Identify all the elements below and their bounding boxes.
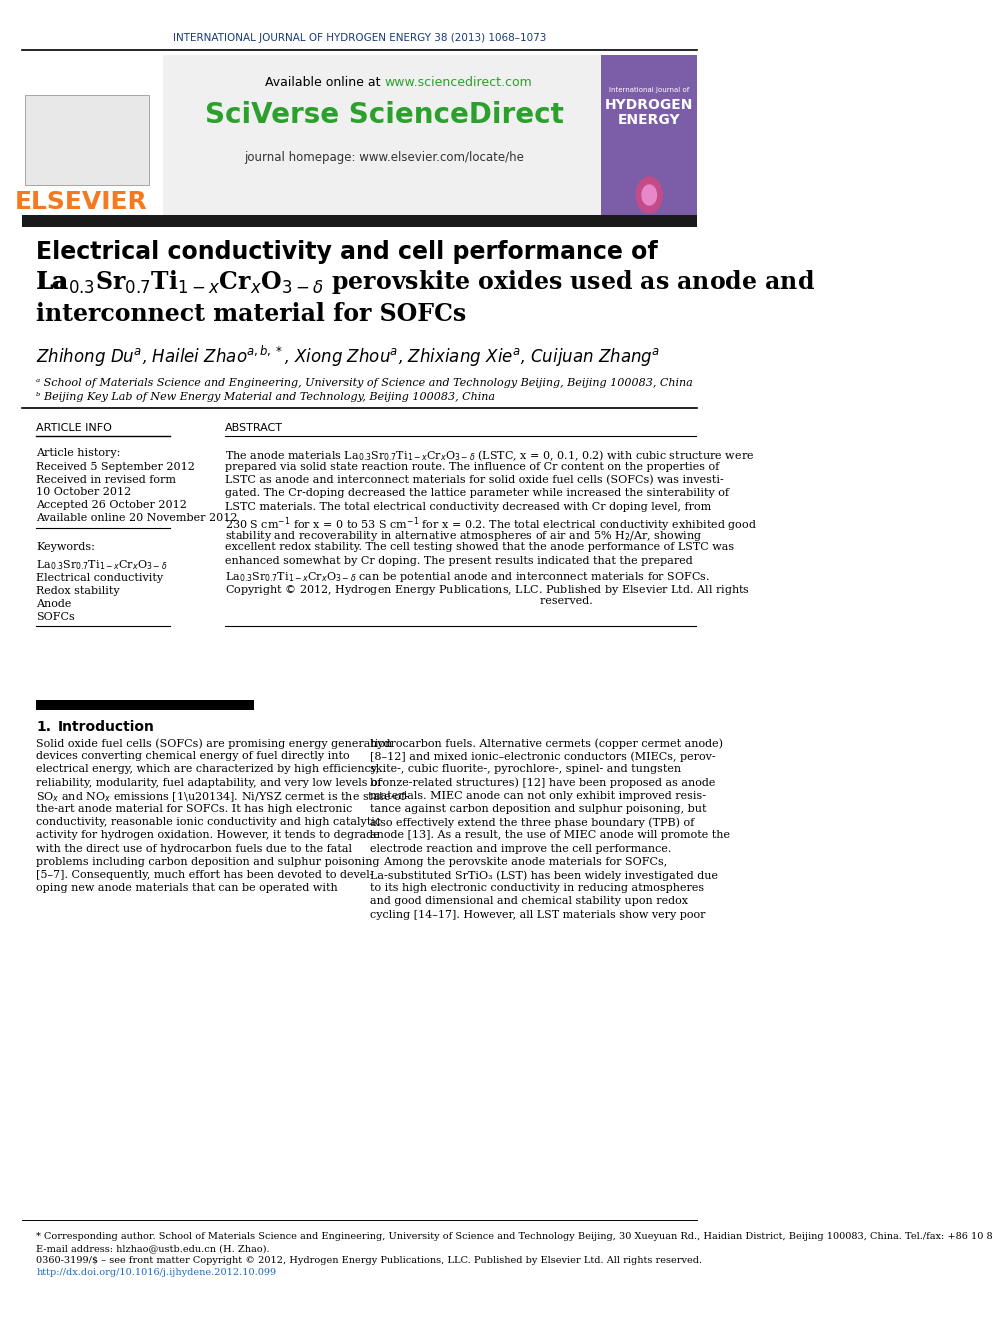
- Text: [5–7]. Consequently, much effort has been devoted to devel-: [5–7]. Consequently, much effort has bee…: [37, 871, 374, 880]
- Text: Available online 20 November 2012: Available online 20 November 2012: [37, 513, 238, 523]
- Text: interconnect material for SOFCs: interconnect material for SOFCs: [37, 302, 466, 325]
- Text: reserved.: reserved.: [224, 597, 592, 606]
- Text: Accepted 26 October 2012: Accepted 26 October 2012: [37, 500, 187, 509]
- Text: Anode: Anode: [37, 599, 71, 609]
- FancyBboxPatch shape: [37, 700, 254, 710]
- Text: 0360-3199/$ – see front matter Copyright © 2012, Hydrogen Energy Publications, L: 0360-3199/$ – see front matter Copyright…: [37, 1256, 702, 1265]
- Text: ᵃ School of Materials Science and Engineering, University of Science and Technol: ᵃ School of Materials Science and Engine…: [37, 378, 693, 388]
- Text: the-art anode material for SOFCs. It has high electronic: the-art anode material for SOFCs. It has…: [37, 804, 352, 814]
- Text: Introduction: Introduction: [58, 720, 155, 734]
- Text: LSTC as anode and interconnect materials for solid oxide fuel cells (SOFCs) was : LSTC as anode and interconnect materials…: [224, 475, 723, 486]
- Text: Electrical conductivity and cell performance of: Electrical conductivity and cell perform…: [37, 239, 658, 265]
- Text: hydrocarbon fuels. Alternative cermets (copper cermet anode): hydrocarbon fuels. Alternative cermets (…: [370, 738, 722, 749]
- Text: Article history:: Article history:: [37, 448, 121, 458]
- Text: ᵇ Beijing Key Lab of New Energy Material and Technology, Beijing 100083, China: ᵇ Beijing Key Lab of New Energy Material…: [37, 392, 495, 402]
- Text: ARTICLE INFO: ARTICLE INFO: [37, 423, 112, 433]
- Text: oping new anode materials that can be operated with: oping new anode materials that can be op…: [37, 884, 338, 893]
- FancyBboxPatch shape: [601, 56, 697, 216]
- Text: excellent redox stability. The cell testing showed that the anode performance of: excellent redox stability. The cell test…: [224, 542, 734, 553]
- Text: SOFCs: SOFCs: [37, 613, 75, 622]
- Text: journal homepage: www.elsevier.com/locate/he: journal homepage: www.elsevier.com/locat…: [244, 152, 524, 164]
- Text: Available online at: Available online at: [265, 75, 384, 89]
- Text: and good dimensional and chemical stability upon redox: and good dimensional and chemical stabil…: [370, 897, 687, 906]
- Text: skite-, cubic fluorite-, pyrochlore-, spinel- and tungsten: skite-, cubic fluorite-, pyrochlore-, sp…: [370, 765, 681, 774]
- Text: La$_{0.3}$Sr$_{0.7}$Ti$_{1-x}$Cr$_{x}$O$_{3-\delta}$: La$_{0.3}$Sr$_{0.7}$Ti$_{1-x}$Cr$_{x}$O$…: [37, 558, 168, 572]
- Text: Solid oxide fuel cells (SOFCs) are promising energy generation: Solid oxide fuel cells (SOFCs) are promi…: [37, 738, 393, 749]
- Text: Among the perovskite anode materials for SOFCs,: Among the perovskite anode materials for…: [370, 857, 667, 867]
- Text: Electrical conductivity: Electrical conductivity: [37, 573, 164, 583]
- Text: Received 5 September 2012: Received 5 September 2012: [37, 462, 195, 472]
- Text: activity for hydrogen oxidation. However, it tends to degrade: activity for hydrogen oxidation. However…: [37, 831, 380, 840]
- Text: Redox stability: Redox stability: [37, 586, 120, 595]
- Text: La$_{0.3}$Sr$_{0.7}$Ti$_{1-x}$Cr$_x$O$_{3-\delta}$ can be potential anode and in: La$_{0.3}$Sr$_{0.7}$Ti$_{1-x}$Cr$_x$O$_{…: [224, 569, 709, 583]
- Text: with the direct use of hydrocarbon fuels due to the fatal: with the direct use of hydrocarbon fuels…: [37, 844, 352, 853]
- Text: http://dx.doi.org/10.1016/j.ijhydene.2012.10.099: http://dx.doi.org/10.1016/j.ijhydene.201…: [37, 1267, 277, 1277]
- FancyBboxPatch shape: [26, 95, 149, 185]
- Text: reliability, modularity, fuel adaptability, and very low levels of: reliability, modularity, fuel adaptabili…: [37, 778, 382, 787]
- Text: anode [13]. As a result, the use of MIEC anode will promote the: anode [13]. As a result, the use of MIEC…: [370, 831, 729, 840]
- Text: 1.: 1.: [37, 720, 52, 734]
- Text: E-mail address: hlzhao@ustb.edu.cn (H. Zhao).: E-mail address: hlzhao@ustb.edu.cn (H. Z…: [37, 1244, 270, 1253]
- Text: stability and recoverability in alternative atmospheres of air and 5% H$_2$/Ar, : stability and recoverability in alternat…: [224, 529, 701, 542]
- Text: LSTC materials. The total electrical conductivity decreased with Cr doping level: LSTC materials. The total electrical con…: [224, 501, 711, 512]
- Text: 230 S cm$^{-1}$ for x = 0 to 53 S cm$^{-1}$ for x = 0.2. The total electrical co: 230 S cm$^{-1}$ for x = 0 to 53 S cm$^{-…: [224, 516, 757, 534]
- Text: SO$_x$ and NO$_x$ emissions [1\u20134]. Ni/YSZ cermet is the state-of-: SO$_x$ and NO$_x$ emissions [1\u20134]. …: [37, 791, 410, 804]
- Text: gated. The Cr-doping decreased the lattice parameter while increased the sintera: gated. The Cr-doping decreased the latti…: [224, 488, 729, 499]
- FancyBboxPatch shape: [22, 56, 163, 216]
- Text: La-substituted SrTiO₃ (LST) has been widely investigated due: La-substituted SrTiO₃ (LST) has been wid…: [370, 871, 717, 881]
- Text: Received in revised form: Received in revised form: [37, 475, 177, 486]
- Text: * Corresponding author. School of Materials Science and Engineering, University : * Corresponding author. School of Materi…: [37, 1232, 992, 1241]
- FancyBboxPatch shape: [22, 216, 697, 228]
- Text: The anode materials La$_{0.3}$Sr$_{0.7}$Ti$_{1-x}$Cr$_x$O$_{3-\delta}$ (LSTC, x : The anode materials La$_{0.3}$Sr$_{0.7}$…: [224, 448, 754, 463]
- Text: electrical energy, which are characterized by high efficiency,: electrical energy, which are characteriz…: [37, 765, 379, 774]
- Text: www.sciencedirect.com: www.sciencedirect.com: [384, 75, 532, 89]
- Text: 10 October 2012: 10 October 2012: [37, 487, 132, 497]
- Text: HYDROGEN: HYDROGEN: [605, 98, 693, 112]
- Text: cycling [14–17]. However, all LST materials show very poor: cycling [14–17]. However, all LST materi…: [370, 910, 705, 919]
- Text: devices converting chemical energy of fuel directly into: devices converting chemical energy of fu…: [37, 751, 350, 761]
- Text: prepared via solid state reaction route. The influence of Cr content on the prop: prepared via solid state reaction route.…: [224, 462, 719, 471]
- Text: SciVerse ScienceDirect: SciVerse ScienceDirect: [204, 101, 563, 130]
- Text: ELSEVIER: ELSEVIER: [15, 191, 148, 214]
- Circle shape: [636, 177, 663, 213]
- Text: ABSTRACT: ABSTRACT: [224, 423, 283, 433]
- FancyBboxPatch shape: [22, 56, 697, 216]
- Text: electrode reaction and improve the cell performance.: electrode reaction and improve the cell …: [370, 844, 671, 853]
- Text: Keywords:: Keywords:: [37, 542, 95, 552]
- Text: ENERGY: ENERGY: [618, 112, 681, 127]
- Text: La: La: [37, 270, 68, 294]
- Text: $\it{Zhihong\ Du}$$^a$, $\it{Hailei\ Zhao}$$^{a,b,*}$, $\it{Xiong\ Zhou}$$^a$, $: $\it{Zhihong\ Du}$$^a$, $\it{Hailei\ Zha…: [37, 344, 661, 369]
- Text: [8–12] and mixed ionic–electronic conductors (MIECs, perov-: [8–12] and mixed ionic–electronic conduc…: [370, 751, 715, 762]
- Text: INTERNATIONAL JOURNAL OF HYDROGEN ENERGY 38 (2013) 1068–1073: INTERNATIONAL JOURNAL OF HYDROGEN ENERGY…: [173, 33, 546, 44]
- Text: conductivity, reasonable ionic conductivity and high catalytic: conductivity, reasonable ionic conductiv…: [37, 818, 381, 827]
- Text: also effectively extend the three phase boundary (TPB) of: also effectively extend the three phase …: [370, 818, 693, 828]
- Circle shape: [642, 185, 657, 205]
- Text: Copyright $\copyright$ 2012, Hydrogen Energy Publications, LLC. Published by Els: Copyright $\copyright$ 2012, Hydrogen En…: [224, 583, 750, 597]
- Text: tance against carbon deposition and sulphur poisoning, but: tance against carbon deposition and sulp…: [370, 804, 706, 814]
- Text: problems including carbon deposition and sulphur poisoning: problems including carbon deposition and…: [37, 857, 380, 867]
- Text: enhanced somewhat by Cr doping. The present results indicated that the prepared: enhanced somewhat by Cr doping. The pres…: [224, 556, 692, 566]
- Text: bronze-related structures) [12] have been proposed as anode: bronze-related structures) [12] have bee…: [370, 778, 715, 789]
- Text: materials. MIEC anode can not only exhibit improved resis-: materials. MIEC anode can not only exhib…: [370, 791, 705, 800]
- Text: to its high electronic conductivity in reducing atmospheres: to its high electronic conductivity in r…: [370, 884, 703, 893]
- Text: La$_{0.3}$Sr$_{0.7}$Ti$_{1-x}$Cr$_x$O$_{3-\delta}$ perovskite oxides used as ano: La$_{0.3}$Sr$_{0.7}$Ti$_{1-x}$Cr$_x$O$_{…: [37, 269, 815, 296]
- Text: International Journal of: International Journal of: [609, 87, 689, 93]
